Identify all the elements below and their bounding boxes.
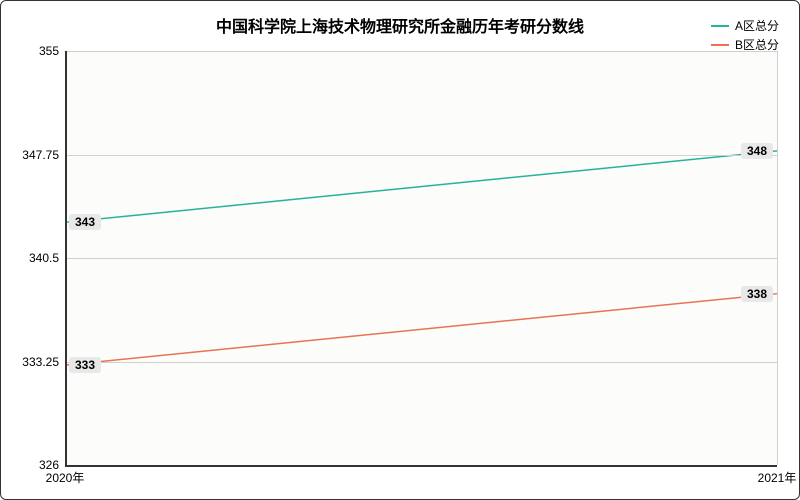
data-label: 333 <box>69 357 101 373</box>
series-line <box>65 294 777 365</box>
legend-swatch-b <box>711 44 729 46</box>
y-tick-label: 347.75 <box>22 148 65 162</box>
grid-line <box>777 51 778 465</box>
grid-line <box>65 362 777 363</box>
data-label: 338 <box>741 286 773 302</box>
x-tick-label: 2020年 <box>46 465 85 486</box>
y-tick-label: 355 <box>39 44 65 58</box>
chart-title: 中国科学院上海技术物理研究所金融历年考研分数线 <box>1 13 799 37</box>
x-axis <box>65 465 777 467</box>
plot-area: 326333.25340.5347.753552020年2021年3433483… <box>65 51 777 465</box>
y-tick-label: 340.5 <box>29 251 65 265</box>
legend-label-a: A区总分 <box>735 17 779 34</box>
grid-line <box>65 51 777 52</box>
x-tick-label: 2021年 <box>758 465 797 486</box>
legend-swatch-a <box>711 25 729 27</box>
grid-line <box>65 155 777 156</box>
y-tick-label: 333.25 <box>22 355 65 369</box>
legend-item-a: A区总分 <box>711 17 779 34</box>
grid-line <box>65 258 777 259</box>
legend: A区总分 B区总分 <box>711 17 779 55</box>
chart-container: 中国科学院上海技术物理研究所金融历年考研分数线 A区总分 B区总分 326333… <box>0 0 800 500</box>
y-axis <box>65 51 67 465</box>
series-line <box>65 151 777 222</box>
data-label: 348 <box>741 143 773 159</box>
data-label: 343 <box>69 214 101 230</box>
